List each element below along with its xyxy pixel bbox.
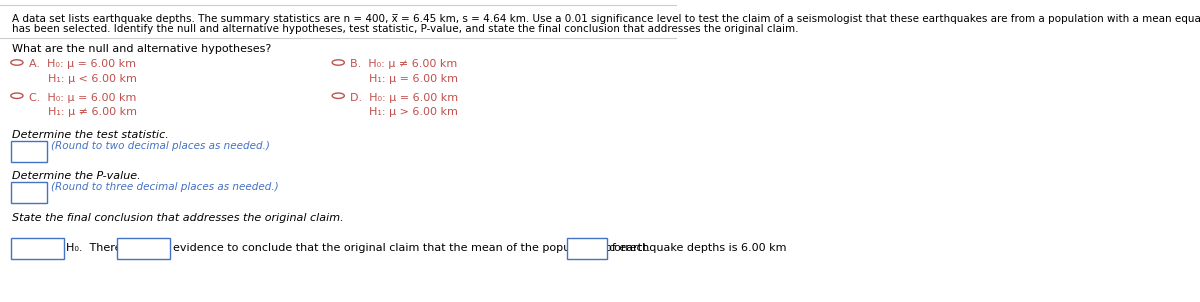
Text: Determine the P-value.: Determine the P-value. — [12, 171, 140, 181]
Text: ▼: ▼ — [157, 245, 163, 251]
Text: C.  H₀: μ = 6.00 km: C. H₀: μ = 6.00 km — [29, 93, 137, 103]
Text: A data set lists earthquake depths. The summary statistics are n = 400, x̅ = 6.4: A data set lists earthquake depths. The … — [12, 14, 1200, 24]
Text: ▼: ▼ — [18, 189, 23, 195]
Text: H₁: μ < 6.00 km: H₁: μ < 6.00 km — [48, 74, 137, 84]
Text: State the final conclusion that addresses the original claim.: State the final conclusion that addresse… — [12, 213, 344, 223]
Text: ▼: ▼ — [594, 245, 599, 251]
FancyBboxPatch shape — [118, 238, 170, 259]
Text: ▼: ▼ — [48, 245, 54, 251]
Text: H₁: μ = 6.00 km: H₁: μ = 6.00 km — [370, 74, 458, 84]
Text: B.  H₀: μ ≠ 6.00 km: B. H₀: μ ≠ 6.00 km — [350, 59, 457, 69]
Text: correct.: correct. — [608, 243, 652, 253]
Text: has been selected. Identify the null and alternative hypotheses, test statistic,: has been selected. Identify the null and… — [12, 24, 799, 34]
Text: H₁: μ > 6.00 km: H₁: μ > 6.00 km — [370, 107, 458, 117]
Text: ▼: ▼ — [18, 148, 23, 154]
Text: D.  H₀: μ = 6.00 km: D. H₀: μ = 6.00 km — [350, 93, 458, 103]
Text: H₀.  There is: H₀. There is — [66, 243, 134, 253]
FancyBboxPatch shape — [11, 182, 47, 203]
Text: A.  H₀: μ = 6.00 km: A. H₀: μ = 6.00 km — [29, 59, 136, 69]
Text: H₁: μ ≠ 6.00 km: H₁: μ ≠ 6.00 km — [48, 107, 137, 117]
Text: (Round to two decimal places as needed.): (Round to two decimal places as needed.) — [50, 141, 270, 151]
Text: Determine the test statistic.: Determine the test statistic. — [12, 130, 169, 140]
FancyBboxPatch shape — [566, 238, 607, 259]
FancyBboxPatch shape — [11, 141, 47, 162]
Text: evidence to conclude that the original claim that the mean of the population of : evidence to conclude that the original c… — [173, 243, 787, 253]
FancyBboxPatch shape — [11, 238, 65, 259]
Text: What are the null and alternative hypotheses?: What are the null and alternative hypoth… — [12, 44, 271, 54]
Text: (Round to three decimal places as needed.): (Round to three decimal places as needed… — [50, 182, 278, 192]
